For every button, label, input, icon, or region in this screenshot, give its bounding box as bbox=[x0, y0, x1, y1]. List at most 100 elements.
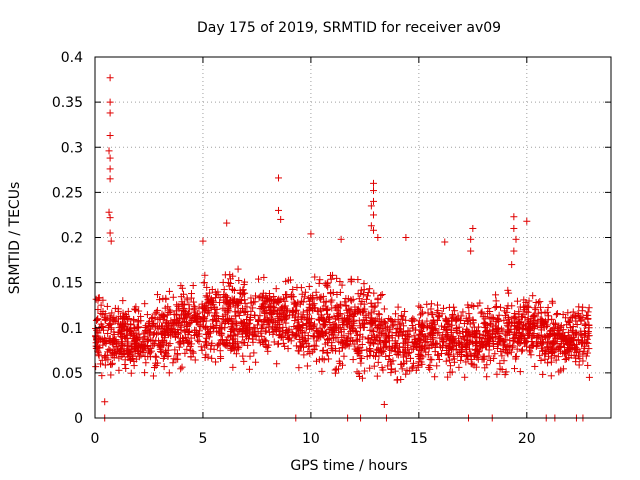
data-point bbox=[160, 337, 168, 345]
data-point bbox=[110, 330, 118, 338]
data-point bbox=[385, 352, 393, 360]
data-point bbox=[229, 285, 237, 293]
data-point bbox=[374, 299, 382, 307]
data-point bbox=[161, 330, 169, 338]
data-point bbox=[342, 320, 350, 328]
data-point bbox=[235, 277, 243, 285]
y-tick-label: 0.3 bbox=[61, 140, 83, 156]
data-point bbox=[204, 353, 212, 361]
data-point bbox=[342, 302, 350, 310]
data-point bbox=[337, 235, 345, 243]
data-point bbox=[480, 353, 488, 361]
data-point bbox=[368, 314, 376, 322]
data-point bbox=[491, 334, 499, 342]
data-point bbox=[202, 292, 210, 300]
data-point bbox=[449, 313, 457, 321]
data-point bbox=[446, 356, 454, 364]
data-point bbox=[414, 363, 422, 371]
data-point bbox=[180, 310, 188, 318]
data-point bbox=[545, 339, 553, 347]
data-point bbox=[304, 335, 312, 343]
data-point bbox=[514, 339, 522, 347]
data-point bbox=[367, 222, 375, 230]
data-point bbox=[270, 338, 278, 346]
data-point bbox=[297, 297, 305, 305]
data-point bbox=[278, 332, 286, 340]
data-point bbox=[368, 334, 376, 342]
data-point bbox=[466, 333, 474, 341]
data-point bbox=[212, 322, 220, 330]
data-point bbox=[293, 306, 301, 314]
data-point bbox=[373, 372, 381, 380]
data-point bbox=[431, 373, 439, 381]
data-point bbox=[234, 345, 242, 353]
data-point bbox=[131, 305, 139, 313]
data-point bbox=[161, 304, 169, 312]
data-point bbox=[566, 317, 574, 325]
data-point bbox=[301, 288, 309, 296]
data-point bbox=[440, 338, 448, 346]
data-point bbox=[306, 325, 314, 333]
data-point bbox=[227, 279, 235, 287]
data-point bbox=[352, 336, 360, 344]
data-point bbox=[114, 343, 122, 351]
data-point bbox=[583, 338, 591, 346]
data-point bbox=[536, 303, 544, 311]
data-point bbox=[97, 360, 105, 368]
data-point bbox=[432, 325, 440, 333]
data-point bbox=[512, 353, 520, 361]
data-point bbox=[536, 352, 544, 360]
data-point bbox=[550, 329, 558, 337]
data-point bbox=[438, 342, 446, 350]
data-point bbox=[252, 358, 260, 366]
data-point bbox=[216, 347, 224, 355]
data-point bbox=[133, 323, 141, 331]
data-point bbox=[423, 317, 431, 325]
data-point bbox=[418, 319, 426, 327]
data-point bbox=[396, 325, 404, 333]
data-point bbox=[122, 364, 130, 372]
data-point bbox=[98, 372, 106, 380]
data-point bbox=[546, 344, 554, 352]
data-point bbox=[234, 265, 242, 273]
data-point bbox=[358, 341, 366, 349]
data-point bbox=[217, 353, 225, 361]
data-point bbox=[576, 355, 584, 363]
data-point bbox=[374, 340, 382, 348]
data-point bbox=[179, 304, 187, 312]
data-point bbox=[363, 346, 371, 354]
data-point bbox=[355, 295, 363, 303]
data-point bbox=[573, 321, 581, 329]
data-point bbox=[126, 356, 134, 364]
data-point bbox=[190, 298, 198, 306]
data-point bbox=[336, 288, 344, 296]
data-point bbox=[382, 338, 390, 346]
data-point bbox=[254, 275, 262, 283]
data-point bbox=[134, 318, 142, 326]
data-point bbox=[355, 317, 363, 325]
data-point bbox=[490, 342, 498, 350]
data-point bbox=[276, 331, 284, 339]
data-point bbox=[178, 300, 186, 308]
data-point bbox=[564, 309, 572, 317]
data-point bbox=[101, 398, 109, 406]
data-point bbox=[156, 314, 164, 322]
data-point bbox=[106, 132, 114, 140]
data-point bbox=[509, 334, 517, 342]
data-point bbox=[475, 334, 483, 342]
data-point bbox=[205, 299, 213, 307]
data-point bbox=[425, 363, 433, 371]
data-point bbox=[152, 330, 160, 338]
data-point bbox=[530, 311, 538, 319]
data-point bbox=[378, 290, 386, 298]
data-point bbox=[96, 334, 104, 342]
data-point bbox=[266, 294, 274, 302]
data-point bbox=[219, 278, 227, 286]
data-point bbox=[229, 335, 237, 343]
data-point bbox=[118, 322, 126, 330]
data-point bbox=[314, 333, 322, 341]
data-point bbox=[504, 302, 512, 310]
data-point bbox=[324, 283, 332, 291]
data-point bbox=[102, 339, 110, 347]
data-point bbox=[261, 337, 269, 345]
